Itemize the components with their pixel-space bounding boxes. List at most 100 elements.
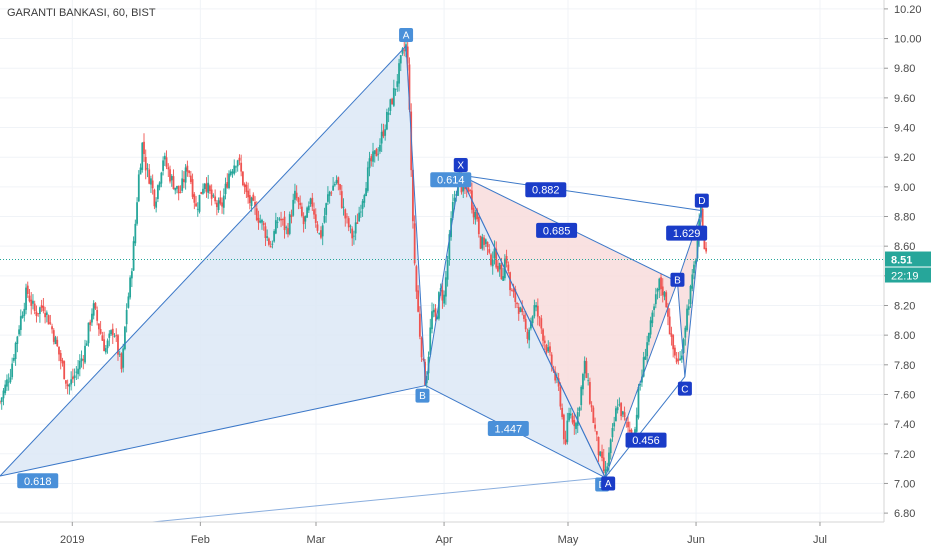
- ratio-0618-bg: [17, 473, 59, 489]
- candle-body: [517, 306, 520, 314]
- candle-body: [321, 225, 324, 237]
- candle-body: [646, 342, 649, 357]
- y-tick-label: 8.20: [894, 300, 915, 312]
- candle-body: [162, 160, 164, 171]
- candle-body: [434, 308, 437, 317]
- candle-body: [505, 256, 508, 264]
- candle-body: [339, 184, 341, 190]
- candle-body: [668, 316, 671, 335]
- candle-body: [103, 339, 105, 352]
- y-tick-label: 10.20: [894, 4, 922, 16]
- candle-body: [99, 329, 102, 334]
- candle-body: [261, 219, 263, 223]
- candle-body: [587, 380, 590, 382]
- small-line-bc: [676, 281, 686, 377]
- candle-body: [479, 235, 482, 249]
- candle-body: [476, 209, 479, 220]
- candle-body: [323, 215, 326, 223]
- y-tick-label: 7.20: [894, 449, 915, 461]
- candle-body: [493, 248, 496, 259]
- candle-body: [40, 305, 43, 308]
- small-point-d: D: [694, 193, 709, 208]
- ratio-1629-bg: [666, 225, 708, 241]
- candle-body: [155, 201, 158, 208]
- candle-body: [240, 162, 243, 172]
- y-tick-label: 9.40: [894, 123, 915, 135]
- candle-body: [203, 183, 206, 189]
- candle-body: [627, 421, 629, 428]
- candle-body: [649, 320, 652, 335]
- candle-body: [143, 141, 145, 155]
- candle-body: [314, 214, 317, 223]
- candle-body: [573, 419, 576, 427]
- candle-body: [672, 335, 675, 350]
- ratio-0882-text: 0.882: [532, 185, 560, 197]
- candle-body: [436, 316, 439, 320]
- candle-body: [252, 194, 255, 201]
- candle-body: [580, 386, 583, 406]
- candle-body: [613, 422, 616, 427]
- candle-body: [510, 290, 513, 292]
- candle-body: [108, 333, 111, 338]
- candle-body: [160, 172, 163, 184]
- candle-body: [297, 197, 300, 203]
- candle-body: [497, 265, 499, 272]
- candle-body: [169, 169, 171, 182]
- candle-body: [408, 64, 411, 110]
- candle-body: [361, 201, 364, 209]
- candle-body: [604, 469, 607, 474]
- y-tick-label: 9.00: [894, 182, 915, 194]
- candle-body: [49, 322, 52, 324]
- candle-body: [224, 183, 227, 195]
- candle-body: [417, 290, 420, 312]
- candle-body: [366, 167, 369, 191]
- small-point-x-bg: [453, 157, 468, 172]
- ratio-0618-text: 0.618: [24, 476, 52, 488]
- candle-body: [307, 205, 310, 211]
- candle-body: [118, 353, 121, 355]
- candle-body: [337, 177, 340, 185]
- candle-body: [594, 424, 596, 429]
- ratio-0882: 0.882: [525, 182, 567, 198]
- candle-body: [618, 404, 621, 406]
- candle-body: [547, 347, 550, 352]
- large-point-b: B: [415, 388, 430, 403]
- large-line-xb: [0, 385, 426, 477]
- candle-body: [384, 129, 387, 136]
- candle-body: [269, 246, 272, 248]
- candle-body: [375, 148, 378, 157]
- candle-body: [294, 190, 296, 200]
- candle-body: [18, 329, 20, 335]
- candle-body: [80, 358, 83, 362]
- candle-body: [257, 217, 260, 223]
- candle-body: [550, 354, 553, 367]
- candle-body: [47, 315, 50, 325]
- candle-body: [347, 218, 350, 228]
- y-tick-label: 9.60: [894, 93, 915, 105]
- candle-body: [21, 315, 24, 318]
- candle-body: [687, 306, 690, 310]
- candle-body: [342, 206, 345, 208]
- candle-body: [207, 182, 210, 193]
- small-line-bd: [676, 210, 703, 282]
- candle-body: [418, 313, 421, 337]
- candle-body: [571, 415, 574, 423]
- y-tick-label: 8.00: [894, 330, 915, 342]
- small-point-x-text: X: [457, 161, 464, 172]
- ratio-1629-text: 1.629: [673, 228, 701, 240]
- candle-body: [304, 215, 307, 222]
- candle-body: [212, 195, 215, 197]
- ratio-0882-bg: [525, 182, 567, 198]
- candle-body: [120, 353, 123, 370]
- candle-body: [16, 336, 19, 344]
- candle-body: [389, 99, 392, 111]
- candle-body: [602, 457, 605, 472]
- small-point-d-bg: [694, 193, 709, 208]
- candle-body: [30, 299, 33, 306]
- ratio-0618: 0.618: [17, 473, 59, 489]
- large-line-xa: [0, 45, 407, 477]
- large-line-bc: [424, 174, 461, 386]
- candle-body: [363, 195, 366, 203]
